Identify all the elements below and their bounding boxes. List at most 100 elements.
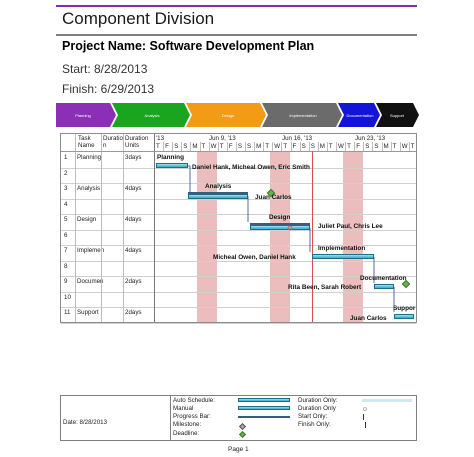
day-divider [190,142,192,151]
day-header-cell: F [356,143,360,150]
phase-design-label: Design [222,113,234,118]
day-divider [172,142,174,151]
legend-start-icon [363,414,366,420]
current-date-line [312,151,313,322]
gantt-label-support: Suppor [393,305,416,312]
day-divider [226,142,228,151]
legend-milestone: Milestone: [173,421,202,428]
legend-finish-icon [363,422,366,428]
legend-circle-icon [363,407,367,411]
legend-duration-only: Duration Only: [298,397,338,404]
row-divider [61,198,416,200]
project-name: Project Name: Software Development Plan [62,39,315,53]
gantt-bar-implementation [312,254,374,259]
row-divider [61,229,416,231]
row-id: 1 [64,154,68,161]
row-id: 2 [64,169,68,177]
day-divider [345,142,347,151]
gantt-resources-implementation: Micheal Owen, Daniel Hank [213,254,296,261]
row-divider [61,322,416,324]
gantt-summary-analysis [188,192,248,194]
row-id: 5 [64,216,68,223]
day-divider [299,142,301,151]
row-task-name: Support [77,309,99,316]
gantt-bar-planning [156,163,188,168]
day-divider [217,142,219,151]
day-header-cell: S [247,143,252,150]
gantt-resources-documentation: Rita Been, Sarah Robert [288,284,362,291]
day-header-cell: T [410,143,415,150]
row-duration: 4days [125,247,142,254]
phase-implementation-shape [262,103,342,127]
row-divider [61,307,416,308]
day-header-cell: S [301,143,306,150]
day-divider [408,142,410,151]
title-divider [56,34,417,36]
row-task-name: Analysis [77,185,101,192]
row-divider [61,214,416,215]
day-divider [245,142,246,151]
day-header-cell: T [201,143,206,150]
weekend-shade [270,151,290,322]
gantt-bar-support [394,314,414,319]
phase-support-shape [376,103,419,127]
week-label: Jun 16, '13 [282,135,313,142]
gantt-resources-planning: Daniel Hank, Micheal Owen, Eric Smith [192,164,310,171]
phase-planning-shape [56,103,116,127]
day-header-cell: T [328,143,333,150]
day-divider [363,142,365,151]
phase-support-label: Support [390,113,405,118]
phase-planning-label: Planning [75,113,91,118]
day-header-cell: F [292,143,297,150]
header-task: Task [78,135,91,142]
gantt-label-design: Design [269,214,291,221]
day-header-cell: T [219,143,224,150]
day-divider [263,142,265,151]
gantt-summary-design [250,223,310,225]
row-id: 10 [64,293,71,301]
row-duration: 3days [125,154,142,161]
column-divider [154,134,155,322]
day-divider [399,142,401,151]
header-duration-2: n [103,142,107,149]
phase-documentation-label: Documentation [347,113,374,118]
row-divider [61,167,416,169]
day-divider [199,142,201,151]
week-label: Jun 9, '13 [209,135,236,142]
row-duration: 4days [125,216,142,223]
legend-deadline: Deadline: [173,430,200,437]
phase-bar: Planning Analysis Design Implementation … [56,103,419,127]
day-header-cell: M [192,143,198,150]
day-header-cell: W [210,143,217,150]
row-id: 6 [64,231,68,239]
day-divider [308,142,310,151]
day-header-cell: T [347,143,351,150]
day-divider [208,142,210,151]
week-label: '13 [156,135,165,142]
day-header-cell: T [265,143,269,150]
legend-start-only: Start Only: [298,413,328,420]
footer-date: Date: 8/28/2013 [63,419,108,426]
header-units: Duration [125,135,149,142]
row-duration: 2days [125,309,142,316]
legend-box [60,395,417,441]
row-task-name: Planning [77,154,102,161]
column-divider [101,134,102,322]
row-task-name: Design [77,216,97,223]
day-header-cell: S [374,143,379,150]
day-divider [163,142,165,151]
gantt-resources-design: Juliet Paul, Chris Lee [318,223,383,230]
day-divider [381,142,383,151]
day-divider [281,142,283,151]
row-id: 4 [64,200,68,208]
legend-progress: Progress Bar: [173,413,211,420]
day-header-cell: S [365,143,370,150]
day-divider [390,142,392,151]
day-header-cell: M [319,143,325,150]
page-number: Page 1 [228,446,249,453]
column-divider [123,134,124,322]
page-title: Component Division [62,9,215,28]
day-header-cell: S [310,143,315,150]
day-header-cell: T [156,143,160,150]
legend-auto-bar [238,398,290,402]
